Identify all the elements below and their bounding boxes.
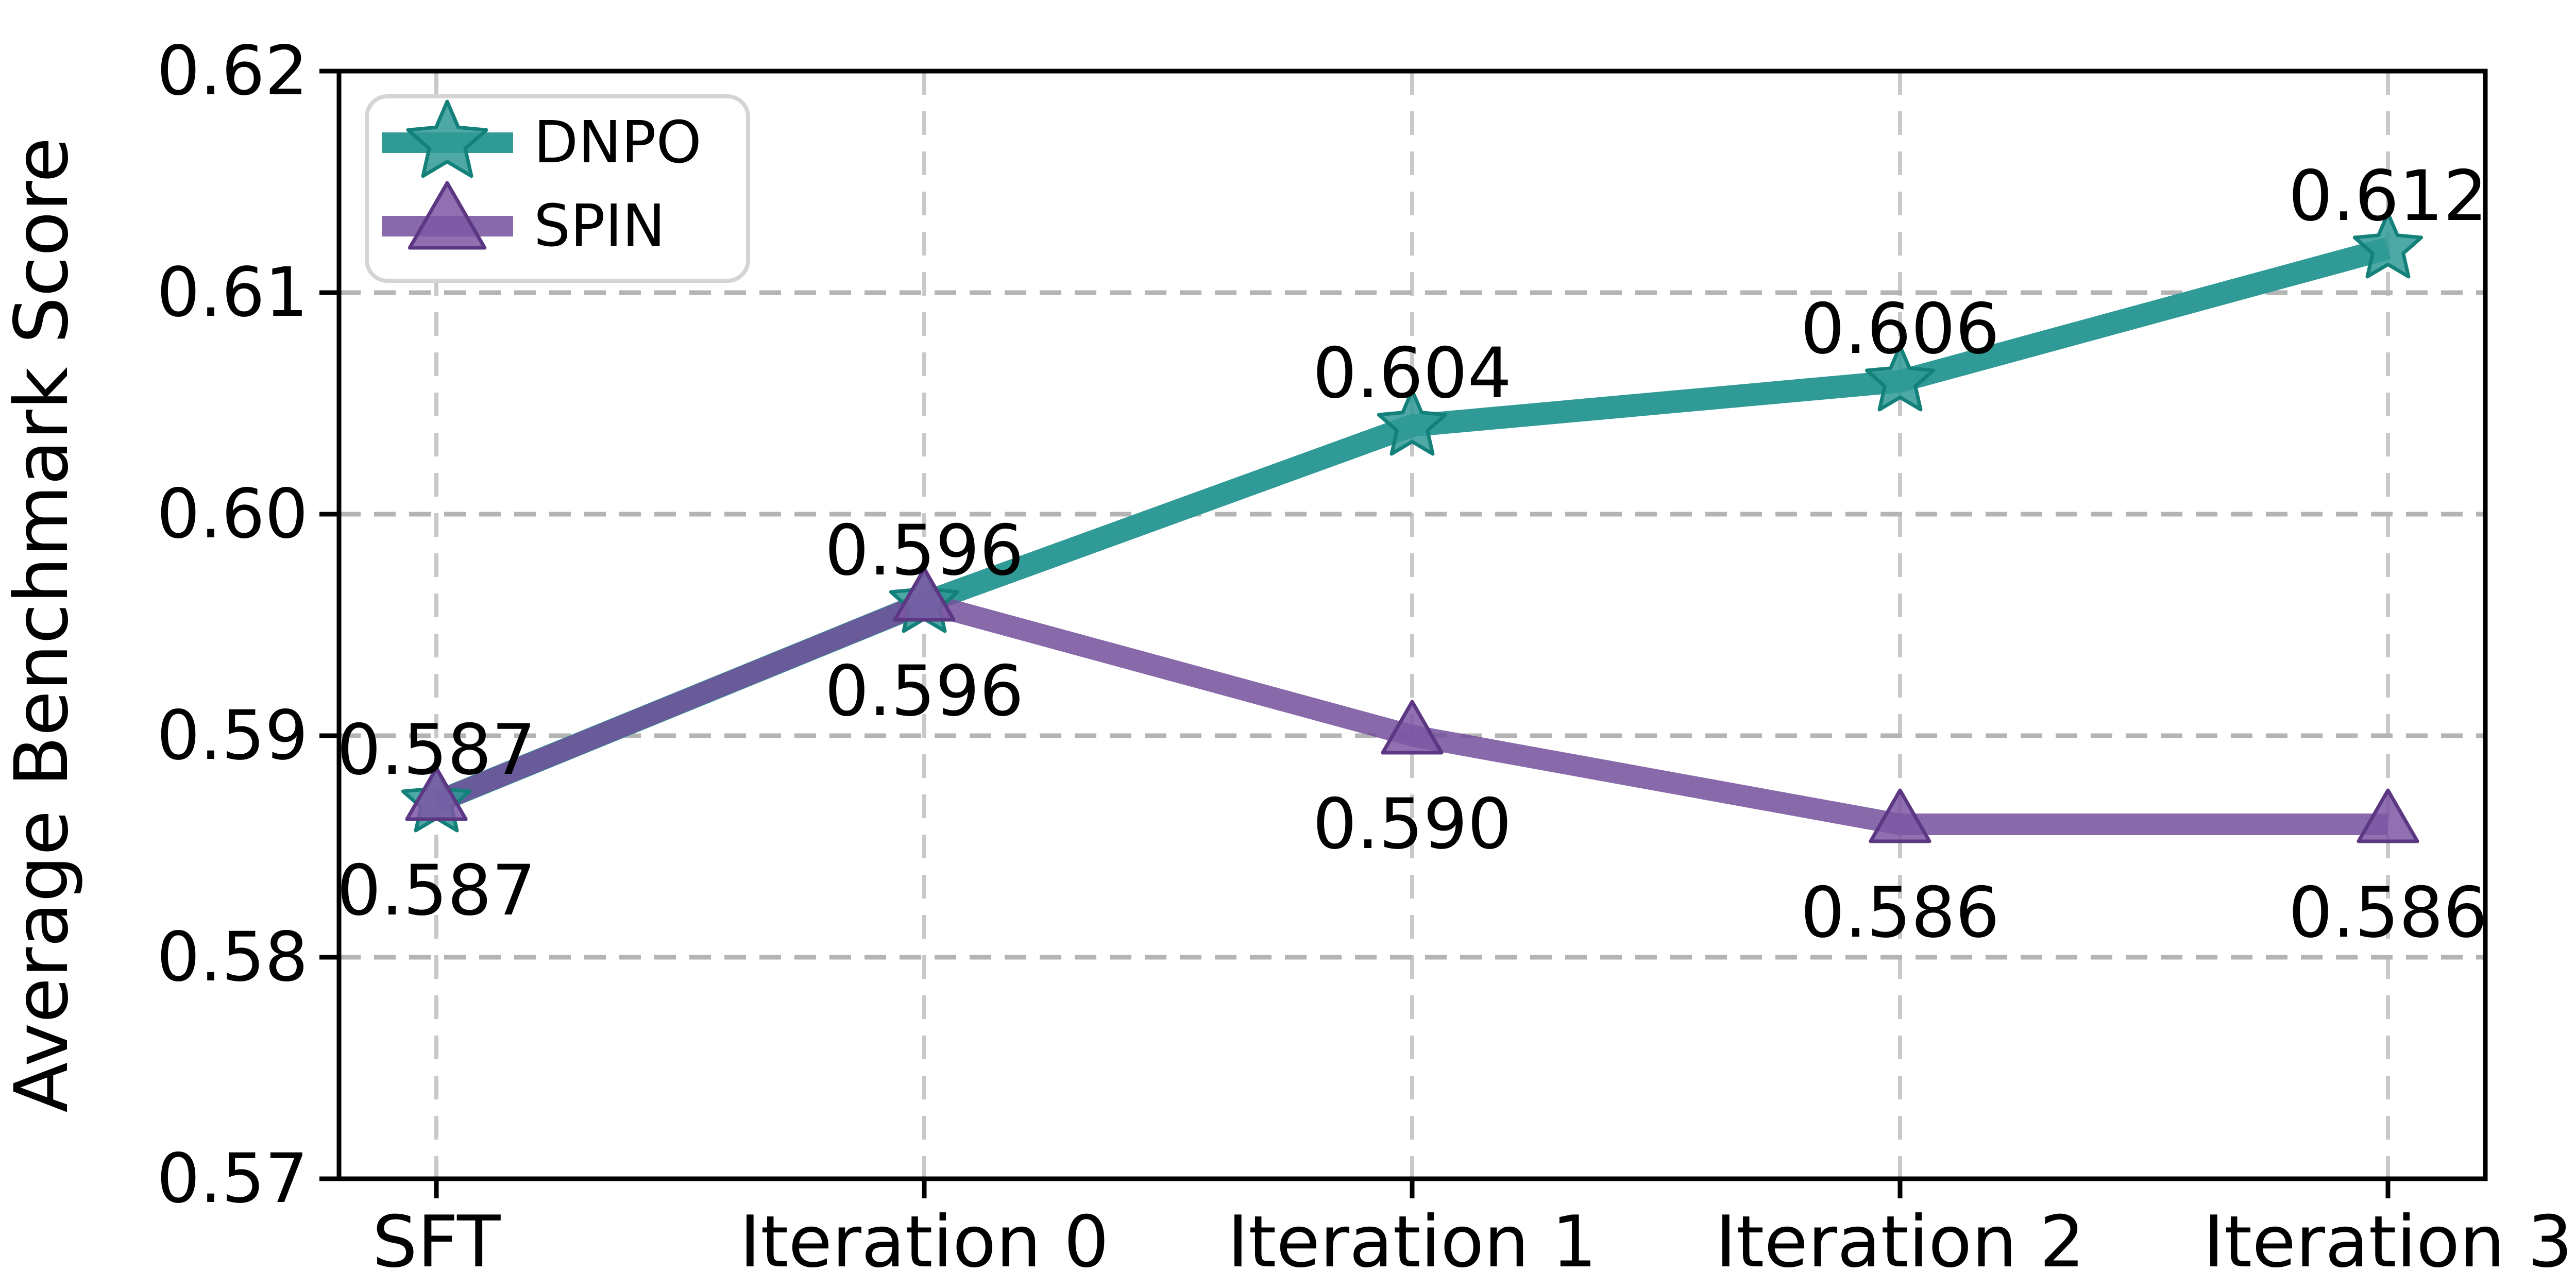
legend-label: DNPO [534, 109, 702, 176]
series-layer [401, 211, 2424, 843]
triangle-icon [408, 181, 487, 250]
spin-point-label: 0.587 [337, 850, 536, 931]
spin-point-label: 0.590 [1313, 784, 1512, 865]
dnpo-point-label: 0.596 [825, 510, 1024, 591]
y-tick-label: 0.59 [157, 696, 308, 775]
spin-marker [1381, 700, 1444, 755]
tick-label-layer: SFT Iteration 0 Iteration 1 Iteration 2 Iter… [157, 31, 2572, 1283]
y-tick-label: 0.61 [157, 253, 308, 332]
x-tick-label: Iteration 3 [2203, 1200, 2572, 1283]
spin-marker [893, 567, 956, 622]
x-tick-label: SFT [372, 1200, 501, 1283]
spin-point-label: 0.586 [1801, 872, 1999, 953]
annotation-layer: 0.587 0.596 0.604 0.606 0.612 0.587 0.596 0.590… [337, 156, 2487, 953]
dnpo-marker [1377, 388, 1448, 456]
legend-item-dnpo: DNPO [382, 99, 702, 178]
x-tick-label: Iteration 0 [739, 1200, 1109, 1283]
tick-layer [319, 69, 2391, 1198]
dnpo-point-label: 0.604 [1313, 333, 1512, 414]
x-tick-label: Iteration 1 [1227, 1200, 1597, 1283]
spin-point-label: 0.586 [2289, 872, 2487, 953]
dnpo-marker [1865, 344, 1936, 412]
spin-marker [2357, 788, 2419, 843]
legend-item-spin: SPIN [382, 181, 665, 260]
dnpo-marker [2352, 211, 2424, 279]
y-axis-label: Average Benchmark Score [0, 137, 84, 1112]
dnpo-point-label: 0.587 [337, 709, 536, 790]
legend: DNPO SPIN [365, 94, 750, 283]
y-tick-label: 0.58 [157, 918, 308, 997]
spin-point-label: 0.596 [825, 651, 1024, 732]
spin-marker [1869, 788, 1931, 843]
y-tick-label: 0.57 [157, 1139, 308, 1218]
x-tick-label: Iteration 2 [1715, 1200, 2084, 1283]
y-tick-label: 0.62 [157, 31, 308, 111]
dnpo-point-label: 0.612 [2289, 156, 2487, 236]
y-tick-label: 0.60 [157, 474, 308, 554]
star-icon [406, 99, 488, 178]
dnpo-point-label: 0.606 [1801, 289, 1999, 369]
spin-marker [405, 766, 468, 821]
legend-label: SPIN [534, 193, 665, 260]
